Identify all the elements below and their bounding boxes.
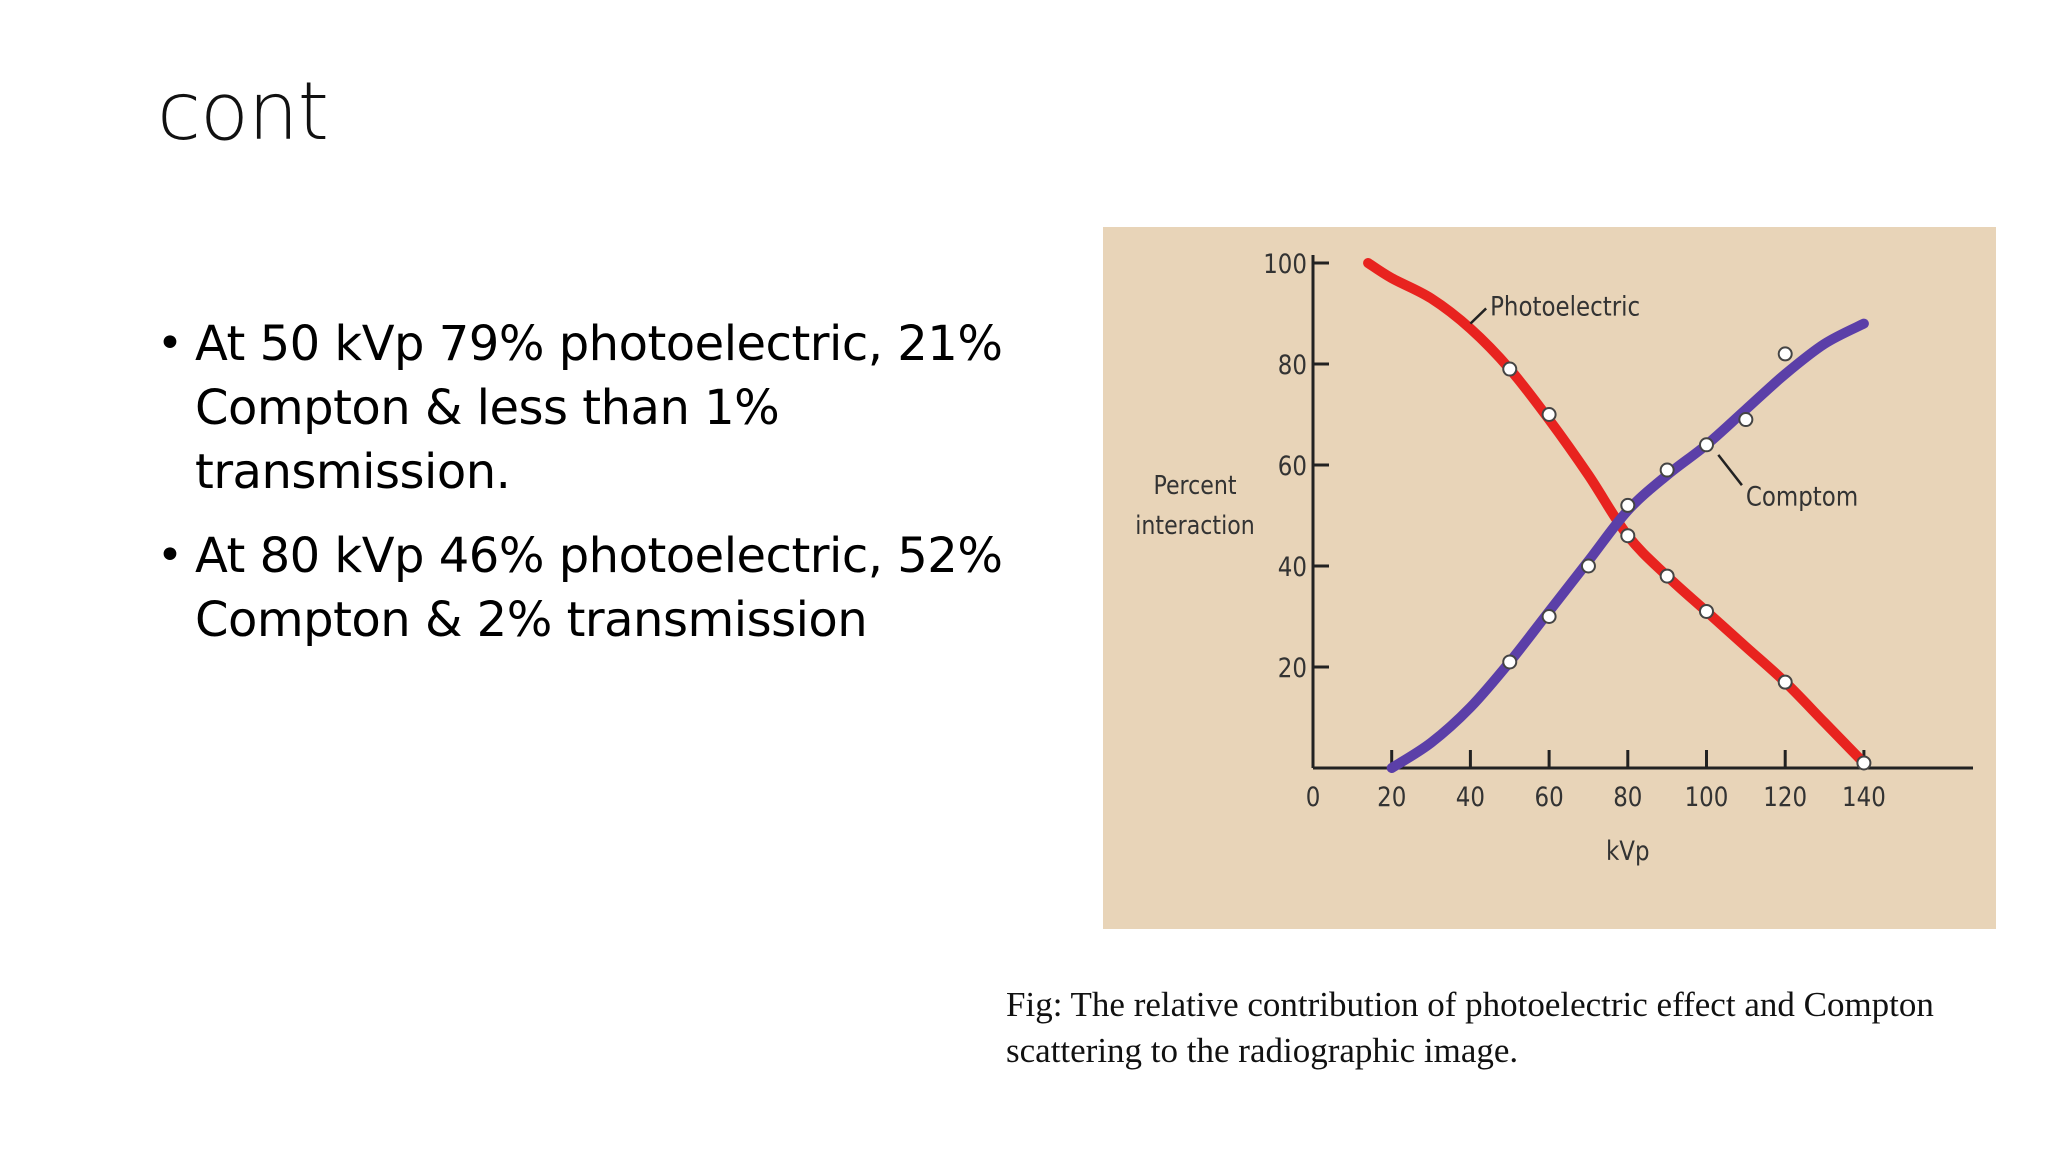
compton-data-point	[1779, 347, 1792, 360]
bullet-text: At 80 kVp 46% photoelectric, 52% Compton…	[195, 528, 1002, 648]
x-tick-label: 120	[1763, 781, 1807, 812]
compton-data-point	[1700, 438, 1713, 451]
photoelectric-data-point	[1503, 363, 1516, 376]
compton-leader-line	[1718, 455, 1742, 485]
bullet-item: • At 80 kVp 46% photoelectric, 52% Compt…	[157, 524, 1057, 652]
x-tick-label: 40	[1456, 781, 1485, 812]
bullet-item: • At 50 kVp 79% photoelectric, 21% Compt…	[157, 312, 1057, 504]
y-tick-label: 40	[1278, 551, 1307, 582]
x-tick-label: 140	[1842, 781, 1886, 812]
compton-data-point	[1582, 560, 1595, 573]
curve-layer	[1368, 263, 1864, 768]
label-layer: kVp Percent interaction Photoelectric Compto…	[1135, 291, 1858, 867]
x-tick-label: 60	[1535, 781, 1564, 812]
compton-data-point	[1503, 655, 1516, 668]
bullet-list: • At 50 kVp 79% photoelectric, 21% Compt…	[157, 312, 1057, 672]
y-tick-label: 60	[1278, 450, 1307, 481]
y-axis-title-line: Percent	[1153, 470, 1236, 500]
x-tick-label: 20	[1377, 781, 1406, 812]
x-tick-label: 0	[1306, 781, 1321, 812]
compton-data-point	[1661, 464, 1674, 477]
compton-data-point	[1739, 413, 1752, 426]
photoelectric-data-point	[1543, 408, 1556, 421]
compton-data-point	[1621, 499, 1634, 512]
photoelectric-data-point	[1661, 570, 1674, 583]
photoelectric-data-point	[1700, 605, 1713, 618]
photoelectric-leader-line	[1470, 308, 1486, 323]
y-tick-label: 20	[1278, 652, 1307, 683]
compton-data-point	[1543, 610, 1556, 623]
y-tick-label: 100	[1263, 248, 1307, 279]
slide-title: cont	[157, 72, 328, 152]
chart-svg: 20 40 60 80 100 0 20 40 60 80 100 120 140 kVp Percent…	[1103, 227, 1996, 929]
figure-caption: Fig: The relative contribution of photoe…	[1006, 982, 2046, 1074]
x-tick-label: 100	[1685, 781, 1729, 812]
x-axis-title: kVp	[1606, 835, 1650, 866]
chart-figure: 20 40 60 80 100 0 20 40 60 80 100 120 140 kVp Percent…	[1103, 227, 1996, 929]
bullet-marker: •	[157, 524, 182, 588]
bullet-marker: •	[157, 312, 182, 376]
photoelectric-data-point	[1779, 676, 1792, 689]
bullet-text: At 50 kVp 79% photoelectric, 21% Compton…	[195, 316, 1002, 500]
compton-label: Comptom	[1746, 481, 1858, 512]
photoelectric-data-point	[1857, 756, 1870, 769]
photoelectric-label: Photoelectric	[1490, 291, 1640, 322]
x-tick-label: 80	[1613, 781, 1642, 812]
y-tick-label: 80	[1278, 349, 1307, 380]
y-axis-title-line: interaction	[1135, 510, 1254, 540]
photoelectric-data-point	[1621, 529, 1634, 542]
compton-curve	[1392, 324, 1864, 768]
